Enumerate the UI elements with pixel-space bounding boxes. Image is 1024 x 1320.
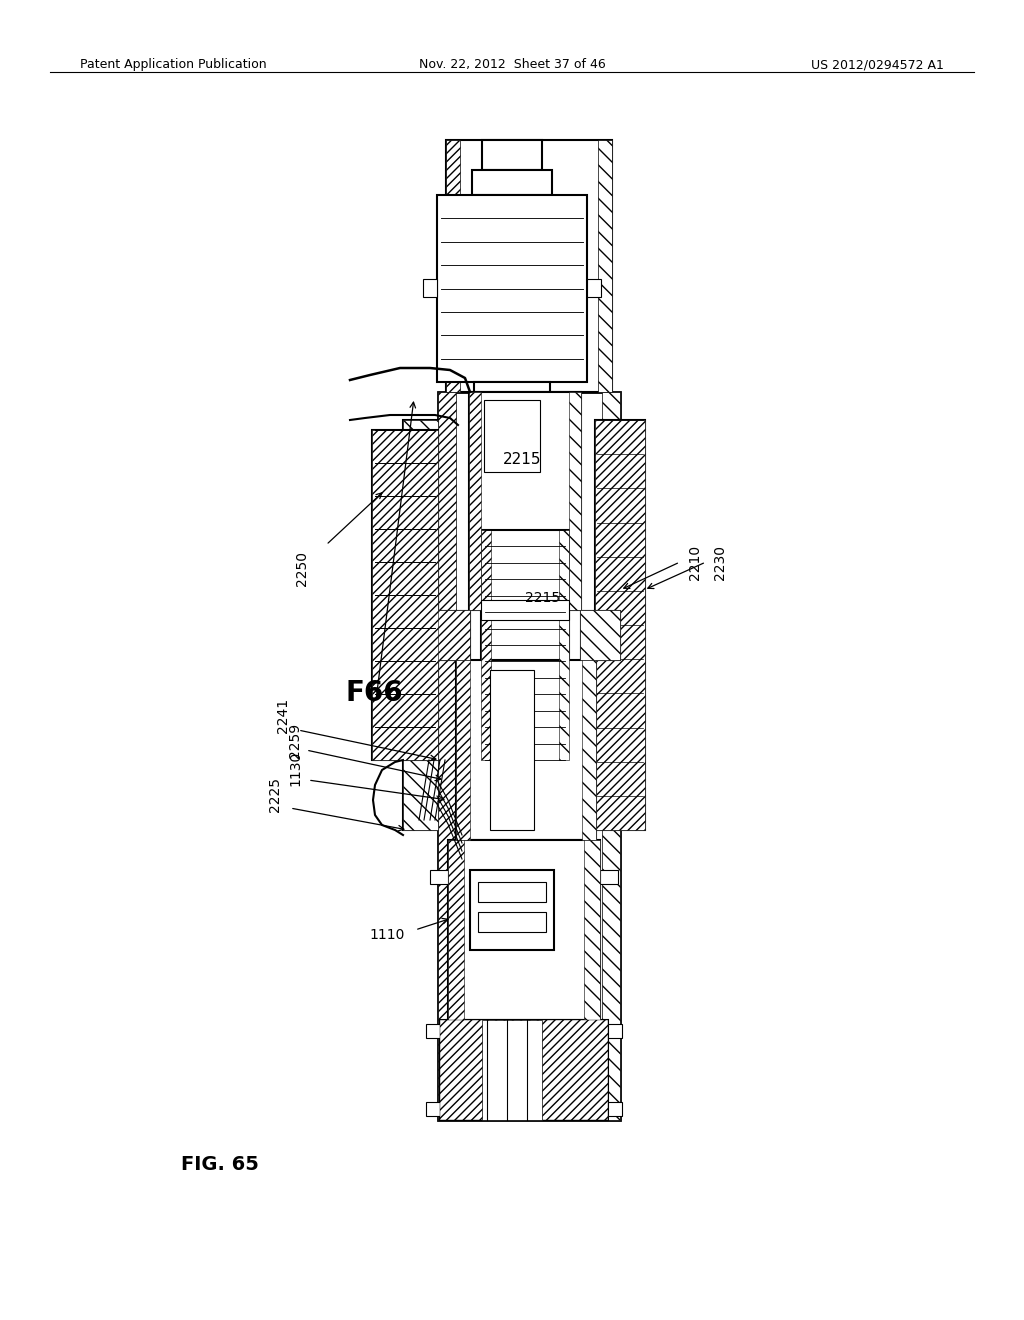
Bar <box>438 392 620 1119</box>
Bar <box>446 140 460 392</box>
Bar <box>595 420 645 830</box>
Text: 2259: 2259 <box>288 722 302 758</box>
Bar <box>403 420 438 830</box>
Bar <box>403 420 438 830</box>
Bar <box>469 392 481 610</box>
Bar <box>438 392 456 1119</box>
Bar <box>430 870 449 884</box>
Bar <box>437 195 587 381</box>
Bar <box>595 420 645 830</box>
Bar <box>372 430 438 760</box>
Text: 1130: 1130 <box>288 750 302 785</box>
Text: 2210: 2210 <box>688 544 702 579</box>
Bar <box>478 912 546 932</box>
Text: 2250: 2250 <box>295 550 309 586</box>
Bar <box>608 1024 622 1038</box>
Text: 2215: 2215 <box>503 453 542 467</box>
Bar <box>490 671 534 830</box>
Bar <box>469 392 581 610</box>
Bar <box>559 531 569 760</box>
Text: Nov. 22, 2012  Sheet 37 of 46: Nov. 22, 2012 Sheet 37 of 46 <box>419 58 605 71</box>
Bar <box>426 1102 440 1115</box>
Bar <box>449 840 464 1020</box>
Text: FIG. 65: FIG. 65 <box>181 1155 259 1175</box>
Bar <box>602 392 620 1119</box>
Bar <box>474 381 550 392</box>
Bar <box>484 400 540 473</box>
Bar <box>449 840 600 1020</box>
Bar <box>569 392 581 610</box>
Bar <box>472 170 552 195</box>
Bar <box>587 279 601 297</box>
Bar <box>470 870 554 950</box>
Bar <box>456 660 596 840</box>
Bar <box>580 610 620 660</box>
Bar <box>608 1102 622 1115</box>
Bar <box>440 1020 608 1119</box>
Text: Patent Application Publication: Patent Application Publication <box>80 58 266 71</box>
Text: 1110: 1110 <box>370 928 406 942</box>
Bar <box>481 531 569 760</box>
Bar <box>440 1020 608 1119</box>
Bar <box>428 610 470 660</box>
Bar <box>582 660 596 840</box>
Bar <box>482 1020 542 1119</box>
Bar <box>600 870 618 884</box>
Bar <box>446 140 612 392</box>
Bar <box>478 882 546 902</box>
Bar <box>598 140 612 392</box>
Text: F66: F66 <box>345 678 402 708</box>
Bar <box>580 610 620 660</box>
Bar <box>428 610 470 660</box>
Bar <box>423 279 437 297</box>
Text: 2241: 2241 <box>276 697 290 733</box>
Bar <box>372 430 438 760</box>
Bar <box>482 140 542 170</box>
Text: US 2012/0294572 A1: US 2012/0294572 A1 <box>811 58 944 71</box>
Text: 2215: 2215 <box>525 591 560 605</box>
Text: 2230: 2230 <box>713 544 727 579</box>
Bar <box>584 840 600 1020</box>
Bar <box>456 660 470 840</box>
Bar <box>426 1024 440 1038</box>
Bar <box>481 601 569 620</box>
Text: 2225: 2225 <box>268 776 282 812</box>
Bar <box>481 531 490 760</box>
